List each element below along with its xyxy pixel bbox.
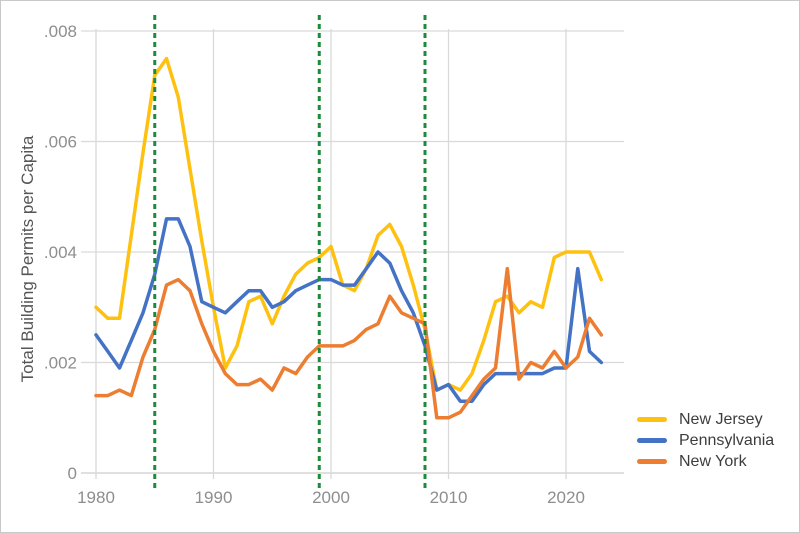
legend-item-new-jersey: New Jersey: [637, 409, 774, 430]
y-tick-label: .002: [44, 354, 77, 373]
legend-label-new-york: New York: [679, 452, 747, 470]
new-york-line-swatch: [637, 459, 667, 464]
new-jersey-line-swatch: [637, 417, 667, 422]
legend-label-pennsylvania: Pennsylvania: [679, 431, 775, 449]
x-tick-label: 2020: [547, 488, 585, 507]
legend-label-new-jersey: New Jersey: [679, 410, 763, 428]
y-tick-label: .004: [44, 243, 77, 262]
legend-item-new-york: New York: [637, 451, 774, 472]
tick-label-layer: 0 .002 .004 .006 .008 1980 1990 2000 2010 2020: [44, 22, 585, 507]
legend-item-pennsylvania: Pennsylvania: [637, 430, 774, 451]
new-jersey-line: [94, 56, 604, 392]
y-tick-label: .006: [44, 133, 77, 152]
recession-vlines-layer: [153, 15, 427, 488]
legend: New Jersey Pennsylvania New York: [637, 409, 774, 472]
x-tick-label: 2000: [312, 488, 350, 507]
pennsylvania-line: [94, 217, 604, 403]
x-tick-label: 2010: [430, 488, 468, 507]
new-york-line: [94, 266, 604, 420]
pennsylvania-line-swatch: [637, 438, 667, 443]
x-tick-label: 1980: [77, 488, 115, 507]
series-layer: [94, 56, 604, 420]
y-tick-label: .008: [44, 22, 77, 41]
x-tick-label: 1990: [195, 488, 233, 507]
y-tick-label: 0: [68, 464, 77, 483]
grid-layer: [81, 29, 624, 479]
y-axis-title: Total Building Permits per Capita: [18, 135, 37, 382]
